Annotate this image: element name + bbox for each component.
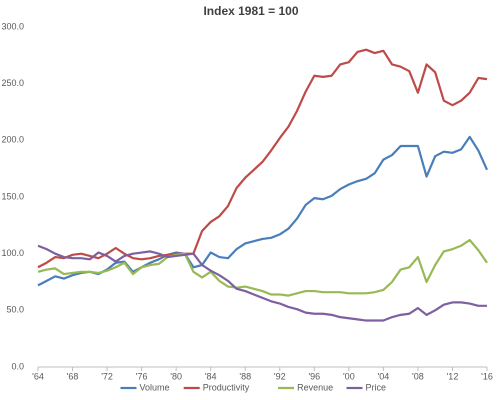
legend-label: Volume <box>140 382 170 392</box>
x-tick-label: '80 <box>170 371 182 381</box>
y-tick-label: 250.0 <box>1 78 24 88</box>
line-series <box>37 238 488 297</box>
x-tick-label: '72 <box>101 371 113 381</box>
legend-label: Price <box>366 382 387 392</box>
line-series <box>37 244 487 322</box>
x-tick-label: '12 <box>447 371 459 381</box>
chart-title: Index 1981 = 100 <box>203 4 298 18</box>
y-tick-label: 200.0 <box>1 135 24 145</box>
x-tick-label: '08 <box>412 371 424 381</box>
y-tick-label: 150.0 <box>1 191 24 201</box>
x-tick-label: '76 <box>136 371 148 381</box>
x-tick-label: '64 <box>32 371 44 381</box>
x-tick-label: '84 <box>205 371 217 381</box>
x-tick-label: '92 <box>274 371 286 381</box>
x-tick-label: '04 <box>378 371 390 381</box>
x-tick-label: '88 <box>239 371 251 381</box>
legend-label: Productivity <box>203 382 250 392</box>
legend-label: Revenue <box>297 382 333 392</box>
y-tick-label: 300.0 <box>1 21 24 31</box>
x-tick-label: '00 <box>343 371 355 381</box>
x-tick-label: '68 <box>67 371 79 381</box>
y-tick-label: 100.0 <box>1 248 24 258</box>
line-series <box>37 48 488 269</box>
line-series <box>37 135 489 287</box>
y-tick-label: 50.0 <box>6 305 24 315</box>
y-tick-label: 0.0 <box>11 361 24 371</box>
x-tick-label: '16 <box>481 371 493 381</box>
x-tick-label: '96 <box>308 371 320 381</box>
